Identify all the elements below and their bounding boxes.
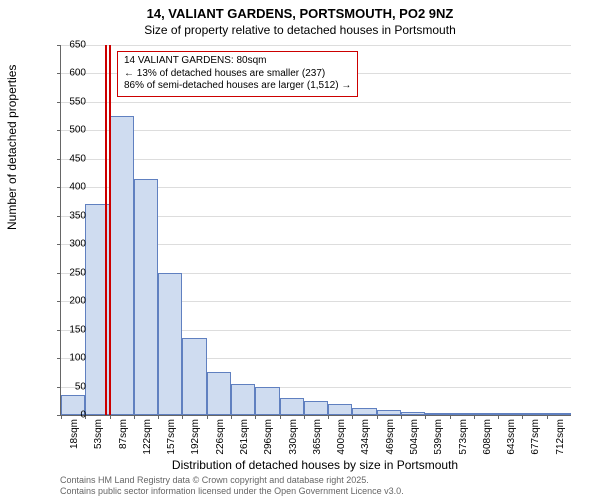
ytick-label: 300 [56, 239, 86, 250]
histogram-bar [134, 179, 158, 415]
xtick-label: 400sqm [336, 419, 347, 455]
ytick-label: 600 [56, 68, 86, 79]
xtick-label: 677sqm [530, 419, 541, 455]
histogram-bar [401, 412, 425, 415]
ytick-label: 350 [56, 210, 86, 221]
marker-line [109, 45, 111, 415]
chart-title: 14, VALIANT GARDENS, PORTSMOUTH, PO2 9NZ [0, 0, 600, 23]
xtick-mark [304, 415, 305, 419]
xtick-label: 539sqm [433, 419, 444, 455]
xtick-label: 18sqm [69, 419, 80, 455]
histogram-bar [522, 413, 546, 415]
annotation-line1: 14 VALIANT GARDENS: 80sqm [124, 55, 351, 68]
xtick-label: 226sqm [215, 419, 226, 455]
xtick-label: 712sqm [555, 419, 566, 455]
ytick-label: 500 [56, 125, 86, 136]
y-axis-label: Number of detached properties [5, 65, 19, 230]
x-axis-label: Distribution of detached houses by size … [60, 458, 570, 472]
xtick-mark [134, 415, 135, 419]
ytick-label: 250 [56, 267, 86, 278]
histogram-bar [231, 384, 255, 415]
histogram-bar [498, 413, 522, 415]
xtick-label: 365sqm [312, 419, 323, 455]
xtick-label: 53sqm [93, 419, 104, 455]
xtick-mark [328, 415, 329, 419]
chart-container: 14, VALIANT GARDENS, PORTSMOUTH, PO2 9NZ… [0, 0, 600, 500]
xtick-label: 192sqm [190, 419, 201, 455]
ytick-label: 200 [56, 296, 86, 307]
xtick-mark [207, 415, 208, 419]
ytick-label: 50 [56, 381, 86, 392]
xtick-mark [280, 415, 281, 419]
xtick-label: 157sqm [166, 419, 177, 455]
xtick-label: 330sqm [288, 419, 299, 455]
plot-area: 18sqm53sqm87sqm122sqm157sqm192sqm226sqm2… [60, 45, 571, 416]
xtick-mark [182, 415, 183, 419]
xtick-label: 573sqm [458, 419, 469, 455]
xtick-mark [158, 415, 159, 419]
histogram-bar [280, 398, 304, 415]
histogram-bar [474, 413, 498, 415]
gridline [61, 102, 571, 103]
histogram-bar [158, 273, 182, 415]
annotation-line2: ← 13% of detached houses are smaller (23… [124, 68, 351, 81]
xtick-label: 296sqm [263, 419, 274, 455]
ytick-label: 550 [56, 96, 86, 107]
histogram-bar [207, 372, 231, 415]
footer-line1: Contains HM Land Registry data © Crown c… [60, 475, 404, 486]
xtick-label: 504sqm [409, 419, 420, 455]
xtick-label: 87sqm [118, 419, 129, 455]
annotation-box: 14 VALIANT GARDENS: 80sqm ← 13% of detac… [117, 51, 358, 97]
xtick-label: 608sqm [482, 419, 493, 455]
title-line1: 14, VALIANT GARDENS, PORTSMOUTH, PO2 9NZ [0, 6, 600, 23]
ytick-label: 100 [56, 353, 86, 364]
xtick-mark [450, 415, 451, 419]
ytick-label: 0 [56, 410, 86, 421]
xtick-label: 434sqm [360, 419, 371, 455]
gridline [61, 159, 571, 160]
xtick-mark [498, 415, 499, 419]
marker-line [105, 45, 107, 415]
xtick-label: 643sqm [506, 419, 517, 455]
histogram-bar [352, 408, 376, 415]
xtick-mark [474, 415, 475, 419]
xtick-label: 122sqm [142, 419, 153, 455]
histogram-bar [304, 401, 328, 415]
chart-subtitle: Size of property relative to detached ho… [0, 23, 600, 41]
xtick-mark [377, 415, 378, 419]
xtick-mark [425, 415, 426, 419]
annotation-line3: 86% of semi-detached houses are larger (… [124, 80, 351, 93]
footer: Contains HM Land Registry data © Crown c… [60, 475, 404, 497]
xtick-mark [110, 415, 111, 419]
ytick-label: 450 [56, 153, 86, 164]
histogram-bar [182, 338, 206, 415]
ytick-label: 650 [56, 40, 86, 51]
xtick-mark [352, 415, 353, 419]
xtick-mark [547, 415, 548, 419]
histogram-bar [110, 116, 134, 415]
footer-line2: Contains public sector information licen… [60, 486, 404, 497]
histogram-bar [450, 413, 474, 415]
ytick-label: 150 [56, 324, 86, 335]
xtick-label: 261sqm [239, 419, 250, 455]
gridline [61, 130, 571, 131]
xtick-mark [522, 415, 523, 419]
histogram-bar [377, 410, 401, 415]
gridline [61, 45, 571, 46]
histogram-bar [328, 404, 352, 415]
histogram-bar [547, 413, 571, 415]
xtick-mark [401, 415, 402, 419]
xtick-mark [231, 415, 232, 419]
histogram-bar [255, 387, 279, 415]
xtick-label: 469sqm [385, 419, 396, 455]
ytick-label: 400 [56, 182, 86, 193]
histogram-bar [425, 413, 449, 415]
xtick-mark [255, 415, 256, 419]
